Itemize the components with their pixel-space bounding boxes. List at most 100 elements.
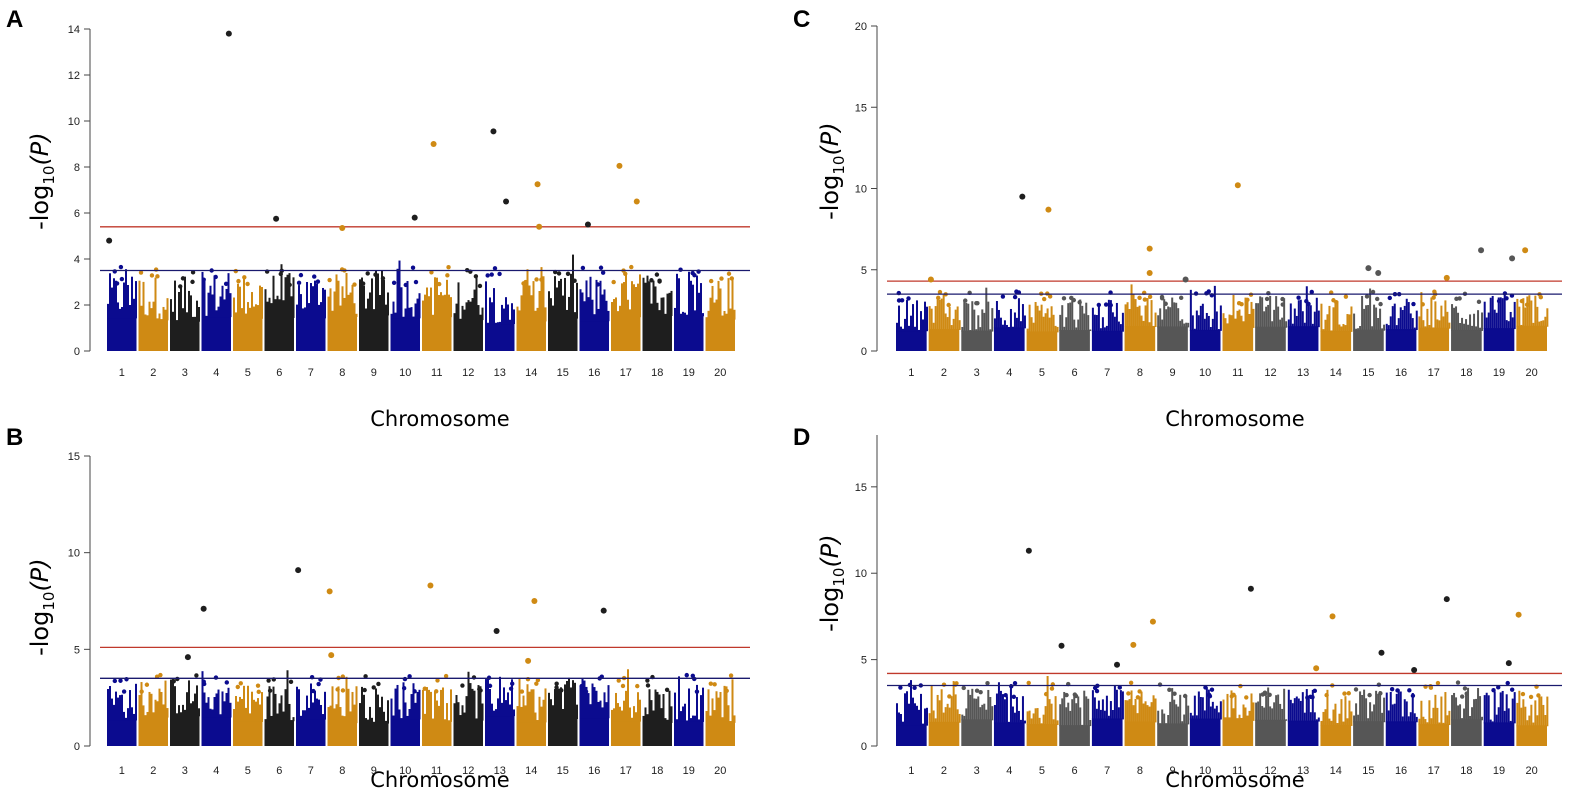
chromosome-cloud [548,291,550,319]
chromosome-cloud [381,270,383,316]
snp-point [436,281,442,287]
chromosome-cloud [1205,687,1208,720]
chromosome-cloud [215,310,218,318]
chromosome-cloud [491,302,493,325]
chromosome-cloud [664,313,667,316]
chromosome-cloud [1326,314,1329,332]
chromosome-cloud [241,308,243,319]
snp-point [1496,685,1501,690]
chromosome-cloud [902,328,904,332]
chromosome-block [1222,326,1254,351]
chromosome-cloud [1281,708,1284,721]
snp-point [1509,687,1515,692]
chromosome-block [611,316,641,351]
chromosome-cloud [1205,312,1208,331]
chromosome-cloud [485,679,487,717]
chromosome-cloud [1415,310,1418,331]
chromosome-cloud [1052,314,1055,333]
chromosome-cloud [1373,304,1376,331]
y-tick-label: 14 [68,24,80,36]
chromosome-cloud [324,691,326,720]
significant-snp-point [616,162,623,169]
chromosome-cloud [725,313,728,320]
chromosome-cloud [621,710,623,722]
snp-point [1072,692,1078,697]
chromosome-cloud [1307,303,1310,328]
chromosome-cloud [1079,299,1082,332]
chromosome-block [1124,721,1156,746]
chromosome-cloud [1267,304,1270,328]
chromosome-cloud [585,686,588,719]
chromosome-cloud [1317,717,1320,722]
snp-point [1435,680,1441,686]
significant-snp-point [1146,270,1153,276]
chromosome-cloud [513,709,515,717]
chromosome-cloud [127,284,129,319]
snp-point [616,678,621,683]
chromosome-cloud [1465,694,1468,721]
chromosome-cloud [952,318,955,330]
snp-point [340,688,346,693]
snp-point [1502,291,1508,296]
chromosome-cloud [591,299,594,322]
chromosome-cloud [932,710,935,723]
chromosome-cloud [503,308,505,325]
chromosome-cloud [1021,304,1024,329]
chromosome-cloud [1015,317,1018,329]
chromosome-cloud [365,308,367,316]
x-tick-label: 9 [371,765,377,777]
snp-point [963,298,968,303]
snp-point [1049,686,1055,691]
chromosome-cloud [1469,715,1472,721]
chromosome-cloud [1313,311,1316,328]
chromosome-cloud [1471,707,1474,721]
chromosome-cloud [306,695,308,720]
chromosome-cloud [1150,300,1153,327]
chromosome-cloud [1044,313,1047,333]
y-tick-label: 6 [74,208,80,220]
chromosome-block [928,328,960,351]
significant-snp-point [106,237,113,244]
chromosome-block [548,717,578,746]
significant-snp-point [1146,245,1153,252]
chromosome-cloud [164,309,167,321]
x-tick-label: 2 [941,765,947,777]
chromosome-cloud [585,280,588,322]
chromosome-cloud [233,709,235,722]
chromosome-cloud [542,276,545,322]
chromosome-cloud [1399,691,1402,723]
snp-point [158,672,163,678]
significant-snp-point [1505,660,1512,667]
chromosome-cloud [489,297,491,325]
chromosome-cloud [719,288,722,320]
chromosome-cloud [956,709,959,723]
chromosome-cloud [676,273,678,317]
chromosome-cloud [617,703,619,722]
snp-point [724,688,729,694]
snp-point [298,272,304,278]
x-tick-label: 13 [1297,765,1309,777]
chromosome-cloud [107,689,109,721]
chromosome-cloud [184,276,186,322]
chromosome-cloud [1446,311,1449,329]
chromosome-block [422,720,452,746]
chromosome-cloud [1324,319,1327,332]
snp-point [1041,296,1047,302]
chromosome-cloud [1209,706,1212,720]
snp-point [1012,294,1018,300]
chromosome-cloud [1124,700,1127,723]
significant-snp-point [1234,182,1241,189]
chromosome-block [1059,725,1090,746]
chromosome-cloud [981,309,984,332]
chromosome-cloud [723,311,726,320]
chromosome-cloud [971,688,974,721]
chromosome-cloud [1363,689,1366,723]
chromosome-cloud [176,713,178,717]
chromosome-cloud [1442,722,1445,726]
chromosome-cloud [908,703,910,726]
chromosome-cloud [1038,310,1041,333]
chromosome-cloud [1013,312,1016,329]
snp-point [694,689,700,694]
chromosome-cloud [245,313,247,319]
snp-point [1280,296,1285,302]
